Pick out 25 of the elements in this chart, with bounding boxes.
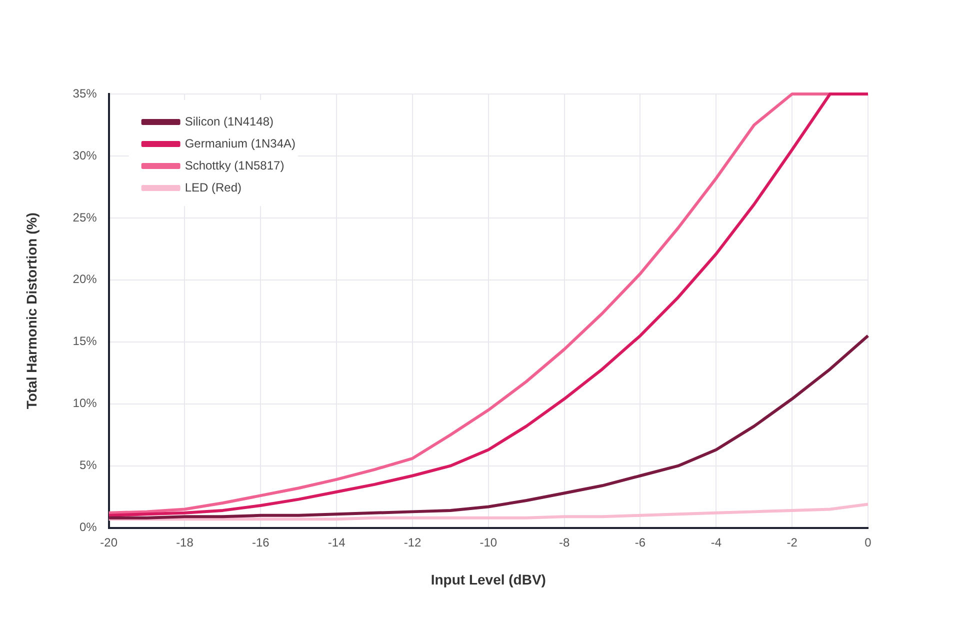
y-tick-label: 35% — [72, 86, 98, 100]
x-tick-label: -10 — [480, 535, 498, 550]
y-tick-label: 25% — [72, 210, 98, 224]
x-tick-label: -6 — [634, 535, 646, 550]
y-tick-label: 0% — [79, 520, 98, 534]
x-tick-label: -12 — [404, 535, 422, 550]
x-tick-label: -14 — [328, 535, 346, 550]
legend-label: Silicon (1N4148) — [184, 114, 274, 128]
legend-label: Germanium (1N34A) — [184, 136, 296, 150]
y-axis-title: Total Harmonic Distortion (%) — [23, 212, 40, 410]
y-tick-label: 15% — [72, 334, 98, 348]
x-tick-label: -18 — [176, 535, 194, 550]
y-tick-label: 20% — [72, 272, 98, 286]
x-tick-label: 0 — [864, 535, 872, 550]
x-tick-label: -8 — [558, 535, 570, 550]
x-tick-label: -16 — [252, 535, 270, 550]
legend-label: Schottky (1N5817) — [184, 158, 284, 172]
x-tick-label: -20 — [100, 535, 118, 550]
y-tick-label: 5% — [79, 458, 98, 472]
x-tick-label: -4 — [710, 535, 722, 550]
y-tick-label: 30% — [72, 148, 98, 162]
legend-label: LED (Red) — [184, 180, 242, 194]
x-tick-label: -2 — [786, 535, 798, 550]
y-tick-label: 10% — [72, 396, 98, 410]
x-axis-title: Input Level (dBV) — [430, 571, 546, 588]
